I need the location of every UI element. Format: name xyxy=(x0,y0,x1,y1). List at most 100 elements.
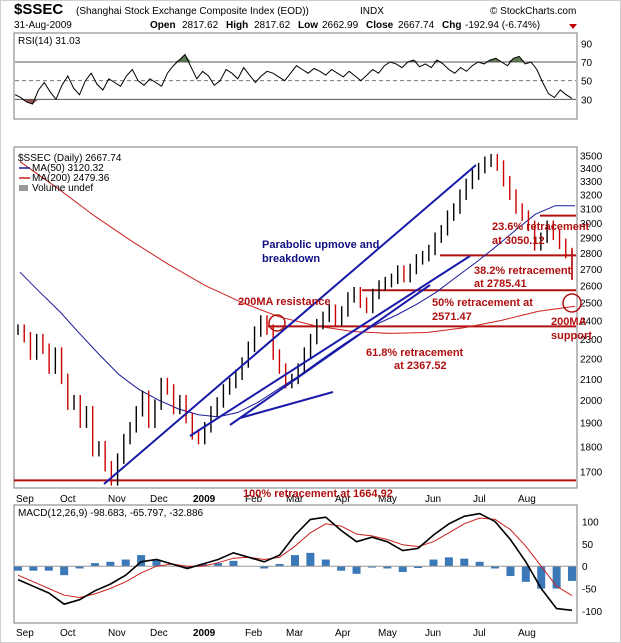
trendline xyxy=(229,284,431,426)
stockcharts-brand: © StockCharts.com xyxy=(490,6,576,17)
rsi-overbought-fill xyxy=(507,58,514,62)
macd-hist-bar xyxy=(321,559,330,567)
macd-hist-bar xyxy=(460,558,469,567)
open-label: Open xyxy=(150,20,176,31)
price-y-tick: 2700 xyxy=(580,265,603,276)
fib-50-annotation-line2: 2571.47 xyxy=(432,311,472,323)
macd-hist-bar xyxy=(291,555,299,567)
price-x-tick: Jul xyxy=(473,494,486,505)
ma200-line xyxy=(19,161,576,334)
price-x-tick: Oct xyxy=(60,494,76,505)
macd-hist-bar xyxy=(29,566,38,571)
rsi-layer: 90 70 50 30 xyxy=(14,39,593,106)
ma200-support-circle xyxy=(562,293,582,313)
macd-x-tick: May xyxy=(378,628,397,639)
price-y-tick: 3400 xyxy=(580,164,603,175)
macd-hist-bar xyxy=(521,566,530,582)
macd-hist-bar xyxy=(444,557,453,567)
price-y-tick: 3500 xyxy=(580,151,603,162)
rsi-overbought-fill xyxy=(185,54,191,62)
macd-x-tick: Dec xyxy=(150,628,168,639)
macd-hist-bar xyxy=(137,555,146,567)
macd-hist-bar xyxy=(383,566,392,569)
macd-hist-bar xyxy=(491,566,500,569)
ma50-legend: MA(50) 3120.32 xyxy=(32,163,104,174)
price-y-tick: 2000 xyxy=(580,396,603,407)
macd-hist-bar xyxy=(260,566,269,569)
fib-50-annotation-line1: 50% retracement at xyxy=(432,297,533,309)
macd-hist-bar xyxy=(106,561,115,567)
rsi-overbought-fill xyxy=(519,56,526,62)
price-y-tick: 3200 xyxy=(580,191,603,202)
price-y-tick: 1700 xyxy=(580,467,603,478)
fib-236-annotation-line1: 23.6% retracement xyxy=(492,221,590,233)
chart-date: 31-Aug-2009 xyxy=(14,20,72,31)
price-x-tick: Apr xyxy=(335,494,351,505)
macd-hist-bar xyxy=(506,566,515,577)
macd-hist-bar xyxy=(44,566,53,571)
macd-y-tick: -50 xyxy=(582,585,597,596)
macd-y-tick: 0 xyxy=(582,562,588,573)
macd-legend: MACD(12,26,9) -98.683, -65.797, -32.886 xyxy=(18,508,204,519)
price-y-tick: 2300 xyxy=(580,335,603,346)
macd-hist-bar xyxy=(306,552,315,567)
macd-signal-line xyxy=(17,517,573,599)
axis-layer: Sep Oct Nov Dec 2009 Feb Mar Apr May Jun Jul Aug Sep… xyxy=(16,494,536,639)
macd-hist-bar xyxy=(275,564,284,567)
price-y-tick: 2400 xyxy=(580,316,603,327)
price-y-tick: 2500 xyxy=(580,299,603,310)
price-y-tick: 1900 xyxy=(580,419,603,430)
price-y-tick: 2600 xyxy=(580,281,603,292)
macd-hist-bar xyxy=(367,566,376,568)
ma200-resistance-annotation: 200MA resistance xyxy=(238,296,331,308)
chg-value: -192.94 (-6.74%) xyxy=(465,20,540,31)
trendline xyxy=(103,164,477,485)
macd-hist-bar xyxy=(198,564,207,567)
macd-hist-bar xyxy=(414,566,423,569)
fib-382-annotation-line1: 38.2% retracement xyxy=(474,265,572,277)
ma200-support-annotation-line2: support xyxy=(551,330,592,342)
ma200-legend: MA(200) 2479.36 xyxy=(32,173,110,184)
macd-x-tick: 2009 xyxy=(193,628,216,639)
close-label: Close xyxy=(366,20,394,31)
price-y-tick: 2200 xyxy=(580,355,603,366)
rsi-panel xyxy=(13,32,578,120)
rsi-legend: RSI(14) 31.03 xyxy=(18,36,81,47)
macd-x-tick: Sep xyxy=(16,628,34,639)
price-x-tick: Jun xyxy=(425,494,441,505)
macd-hist-bar xyxy=(183,566,192,569)
fib-100-annotation: 100% retracement at 1664.92 xyxy=(243,488,393,500)
rsi-line xyxy=(14,53,573,105)
low-label: Low xyxy=(298,20,318,31)
fib-618-annotation-line2: at 2367.52 xyxy=(394,360,447,372)
macd-hist-bar xyxy=(152,559,161,567)
macd-hist-bar xyxy=(229,560,238,567)
macd-y-tick: -100 xyxy=(582,607,602,618)
macd-layer: 100 50 0 -50 -100 xyxy=(14,512,602,618)
macd-hist-bar xyxy=(214,563,223,567)
macd-x-tick: Jun xyxy=(425,628,441,639)
exchange-label: INDX xyxy=(360,6,384,17)
chevron-down-icon[interactable] xyxy=(569,24,577,29)
macd-y-tick: 100 xyxy=(582,518,599,529)
chg-label: Chg xyxy=(442,20,461,31)
price-y-tick: 2800 xyxy=(580,249,603,260)
macd-hist-bar xyxy=(337,566,346,571)
ma200-resistance-circle xyxy=(268,314,286,332)
macd-hist-bar xyxy=(121,559,130,567)
fib-382-annotation-line2: at 2785.41 xyxy=(474,278,527,290)
price-x-tick: Dec xyxy=(150,494,168,505)
macd-hist-bar xyxy=(352,566,361,574)
low-value: 2662.99 xyxy=(322,20,359,31)
ma200-support-annotation-line1: 200MA xyxy=(551,316,587,328)
trendline xyxy=(189,255,471,437)
fib-618-annotation-line1: 61.8% retracement xyxy=(366,347,464,359)
rsi-y-tick: 50 xyxy=(581,77,593,88)
fib-236-annotation-line2: at 3050.12 xyxy=(492,235,545,247)
price-x-tick: Sep xyxy=(16,494,34,505)
macd-hist-bar xyxy=(60,566,69,576)
macd-hist-bar xyxy=(75,566,84,569)
macd-line xyxy=(17,512,573,612)
price-x-tick: Nov xyxy=(108,494,126,505)
